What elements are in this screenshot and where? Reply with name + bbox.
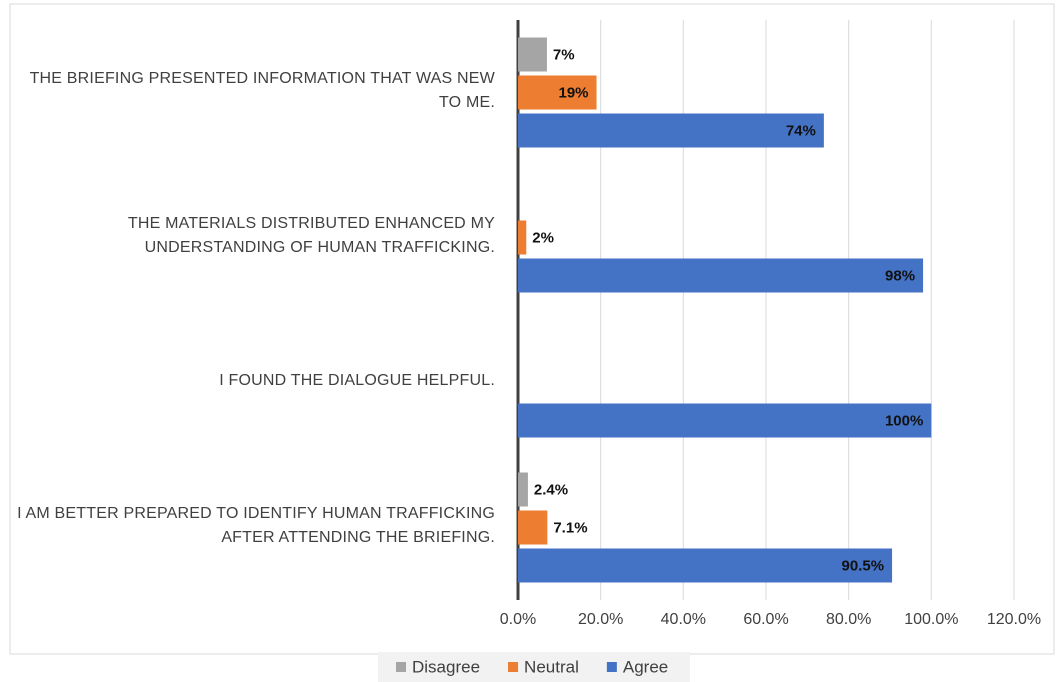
legend-box — [378, 652, 690, 682]
bar — [518, 75, 597, 110]
data-label: 100% — [885, 412, 923, 429]
bar — [518, 510, 548, 545]
y-tick-label: I AM BETTER PREPARED TO IDENTIFY HUMAN T… — [17, 504, 495, 546]
data-label: 2% — [532, 229, 554, 246]
x-tick-label: 100.0% — [904, 611, 958, 628]
data-label: 74% — [786, 122, 816, 139]
data-label: 98% — [885, 267, 915, 284]
data-label: 2.4% — [534, 481, 568, 498]
legend-label: Neutral — [524, 657, 579, 676]
y-tick-label: THE BRIEFING PRESENTED INFORMATION THAT … — [29, 69, 495, 111]
x-tick-label: 80.0% — [826, 611, 871, 628]
bar — [518, 258, 924, 293]
bar — [518, 37, 547, 72]
data-label: 90.5% — [842, 557, 885, 574]
x-tick-label: 120.0% — [987, 611, 1041, 628]
legend-swatch — [606, 662, 617, 672]
x-tick-label: 0.0% — [500, 611, 536, 628]
bar — [518, 472, 528, 507]
y-tick-label: THE MATERIALS DISTRIBUTED ENHANCED MY UN… — [127, 214, 495, 256]
bar — [518, 220, 527, 255]
data-label: 7.1% — [553, 519, 587, 536]
legend-label: Agree — [623, 657, 668, 676]
data-label: 7% — [553, 46, 575, 63]
bar — [518, 548, 893, 583]
legend-swatch — [508, 662, 519, 672]
legend-label: Disagree — [412, 657, 480, 676]
data-label: 19% — [559, 84, 589, 101]
y-tick-label: I FOUND THE DIALOGUE HELPFUL. — [219, 371, 495, 389]
bar — [518, 113, 824, 148]
x-tick-label: 40.0% — [661, 611, 706, 628]
x-tick-label: 20.0% — [578, 611, 623, 628]
legend-swatch — [396, 662, 406, 672]
x-tick-label: 60.0% — [743, 611, 788, 628]
bar — [518, 403, 932, 438]
